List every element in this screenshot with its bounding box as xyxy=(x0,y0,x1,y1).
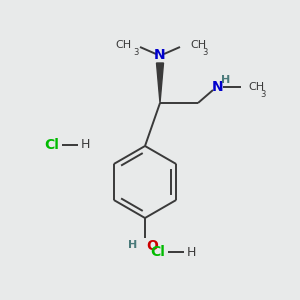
Text: N: N xyxy=(154,48,166,62)
Text: CH: CH xyxy=(116,40,132,50)
Text: N: N xyxy=(212,80,224,94)
Text: O: O xyxy=(146,239,158,253)
Text: CH: CH xyxy=(190,40,206,50)
Text: H: H xyxy=(221,75,231,85)
Text: 3: 3 xyxy=(202,48,207,57)
Text: 3: 3 xyxy=(133,48,138,57)
Text: 3: 3 xyxy=(260,90,266,99)
Text: H: H xyxy=(186,245,196,259)
Text: CH: CH xyxy=(248,82,264,92)
Text: Cl: Cl xyxy=(45,138,59,152)
Text: Cl: Cl xyxy=(151,245,165,259)
Text: H: H xyxy=(128,240,137,250)
Polygon shape xyxy=(157,63,164,103)
Text: H: H xyxy=(80,139,90,152)
